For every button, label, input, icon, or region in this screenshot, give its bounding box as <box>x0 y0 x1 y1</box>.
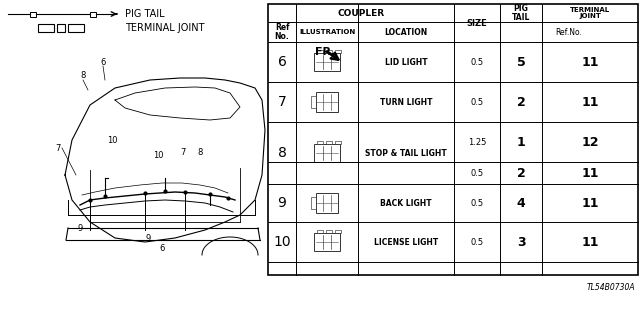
Bar <box>68 24 84 32</box>
Text: FR.: FR. <box>315 47 335 57</box>
Text: PIG TAIL: PIG TAIL <box>125 9 164 19</box>
Text: 7: 7 <box>180 148 186 156</box>
Bar <box>57 24 65 32</box>
Bar <box>311 96 316 108</box>
Text: TL54B0730A: TL54B0730A <box>586 283 635 292</box>
Text: 0.5: 0.5 <box>470 169 484 178</box>
Bar <box>326 230 332 233</box>
Bar <box>316 193 338 213</box>
Bar <box>30 12 36 17</box>
Text: 6: 6 <box>100 58 106 67</box>
Bar <box>335 50 341 53</box>
Text: 1.25: 1.25 <box>468 138 486 147</box>
Text: 7: 7 <box>55 143 61 153</box>
Text: LID LIGHT: LID LIGHT <box>385 58 428 67</box>
Bar <box>317 141 323 144</box>
Text: 7: 7 <box>278 95 286 109</box>
Text: BACK LIGHT: BACK LIGHT <box>380 198 432 207</box>
Text: 2: 2 <box>516 95 525 108</box>
Text: LICENSE LIGHT: LICENSE LIGHT <box>374 237 438 246</box>
Text: TERMINAL
JOINT: TERMINAL JOINT <box>570 7 610 19</box>
Text: 0.5: 0.5 <box>470 198 484 207</box>
Bar <box>326 141 332 144</box>
Text: 10: 10 <box>107 135 117 145</box>
Text: 11: 11 <box>581 166 599 180</box>
Text: 6: 6 <box>159 244 164 252</box>
Bar <box>316 92 338 112</box>
Text: 10: 10 <box>153 150 163 159</box>
Bar <box>314 53 340 71</box>
Text: PIG
TAIL: PIG TAIL <box>512 4 530 22</box>
Text: ILLUSTRATION: ILLUSTRATION <box>299 29 355 35</box>
Bar <box>335 230 341 233</box>
Text: 9: 9 <box>145 234 150 243</box>
Text: Ref
No.: Ref No. <box>275 23 289 41</box>
Text: 4: 4 <box>516 196 525 210</box>
Bar <box>268 4 638 275</box>
Bar <box>314 233 340 251</box>
Bar <box>38 24 54 32</box>
Text: 8: 8 <box>197 148 203 156</box>
Text: 1: 1 <box>516 135 525 148</box>
Text: TERMINAL JOINT: TERMINAL JOINT <box>125 23 205 33</box>
Text: SIZE: SIZE <box>467 19 488 28</box>
Text: COUPLER: COUPLER <box>337 9 385 18</box>
Text: Ref.No.: Ref.No. <box>556 28 582 36</box>
Text: 8: 8 <box>278 146 287 160</box>
Bar <box>335 141 341 144</box>
Text: 11: 11 <box>581 196 599 210</box>
Text: STOP & TAIL LIGHT: STOP & TAIL LIGHT <box>365 148 447 157</box>
Bar <box>90 12 96 17</box>
Text: 0.5: 0.5 <box>470 237 484 246</box>
Text: 5: 5 <box>516 55 525 68</box>
Text: 0.5: 0.5 <box>470 98 484 107</box>
Text: 9: 9 <box>77 223 83 233</box>
Text: 12: 12 <box>581 135 599 148</box>
Text: 3: 3 <box>516 236 525 249</box>
Text: 9: 9 <box>278 196 287 210</box>
Text: 8: 8 <box>80 70 86 79</box>
Bar <box>317 230 323 233</box>
Text: 10: 10 <box>273 235 291 249</box>
Text: 2: 2 <box>516 166 525 180</box>
Text: 11: 11 <box>581 236 599 249</box>
Bar <box>326 50 332 53</box>
Text: 6: 6 <box>278 55 287 69</box>
Text: 11: 11 <box>581 95 599 108</box>
Text: LOCATION: LOCATION <box>385 28 428 36</box>
Text: 0.5: 0.5 <box>470 58 484 67</box>
Bar <box>317 50 323 53</box>
Bar <box>314 144 340 162</box>
Text: 11: 11 <box>581 55 599 68</box>
Text: TURN LIGHT: TURN LIGHT <box>380 98 432 107</box>
Bar <box>311 197 316 209</box>
